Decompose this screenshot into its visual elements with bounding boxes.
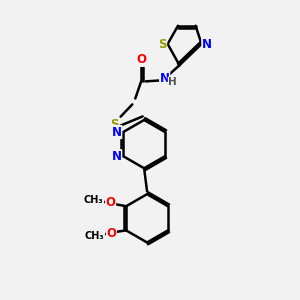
Text: N: N [112, 150, 122, 163]
Text: S: S [158, 38, 166, 50]
Text: CH₃: CH₃ [84, 195, 104, 205]
Text: CH₃: CH₃ [85, 231, 104, 241]
Text: N: N [160, 72, 170, 85]
Text: N: N [202, 38, 212, 50]
Text: S: S [110, 118, 119, 130]
Text: O: O [106, 227, 116, 240]
Text: N: N [112, 125, 122, 139]
Text: O: O [106, 196, 116, 209]
Text: O: O [136, 53, 146, 66]
Text: H: H [168, 77, 177, 87]
